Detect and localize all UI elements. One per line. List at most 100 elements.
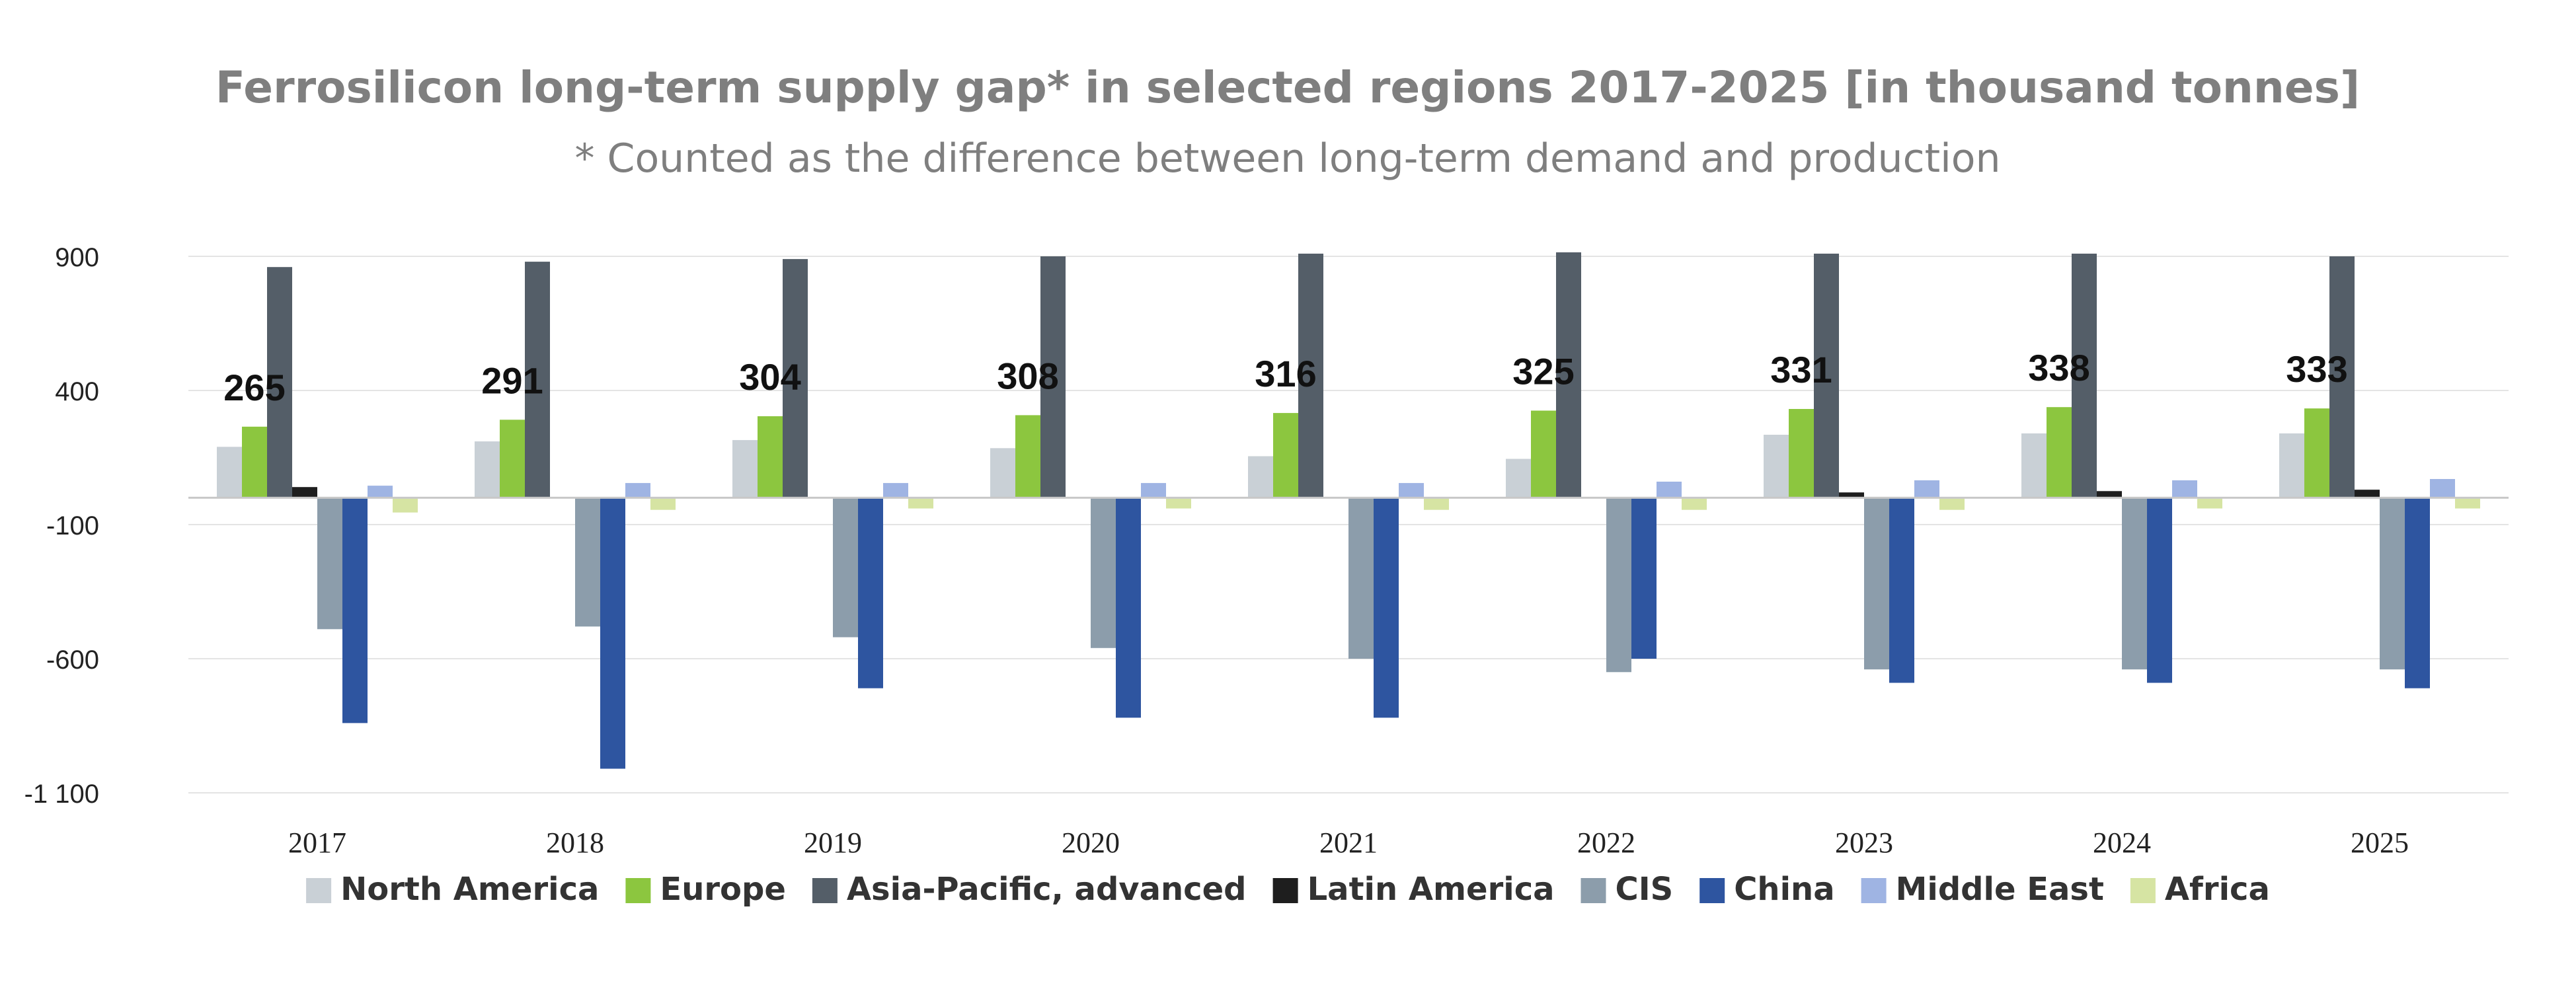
bar [2047,407,2072,498]
bar [1015,415,1040,498]
bar [2122,498,2147,670]
bar [1273,413,1298,498]
legend-item: Latin America [1272,871,1555,908]
bar [1141,483,1166,498]
bar [1506,459,1531,498]
bar [1374,498,1399,718]
x-tick-label: 2023 [1835,827,1893,859]
legend-item: Middle East [1861,871,2104,908]
bar [1556,252,1581,498]
series-china [342,498,2430,769]
bar [833,498,858,638]
bar [1682,498,1707,510]
legend-swatch [2130,878,2156,903]
bar [1657,482,1682,498]
x-tick-label: 2022 [1577,827,1635,859]
bar [475,441,500,498]
bar [500,420,525,498]
data-label: 308 [997,355,1058,396]
bar [600,498,625,769]
legend-label: Europe [660,871,786,908]
x-tick-label: 2024 [2093,827,2151,859]
bar [1116,498,1141,718]
legend-swatch [306,878,332,903]
y-tick-label: 400 [55,377,99,406]
x-tick-label: 2019 [804,827,862,859]
bar [1348,498,1374,659]
bar [1248,456,1273,498]
bar [1091,498,1116,648]
bar [2072,253,2097,498]
data-label: 333 [2286,348,2347,390]
legend-swatch [812,878,838,903]
bar [1531,410,1556,498]
legend-label: Middle East [1896,871,2104,908]
legend: North America Europe Asia-Pacific, advance… [306,871,2270,908]
bar [883,483,908,498]
chart-title: Ferrosilicon long-term supply gap* in se… [215,62,2360,113]
bar [2197,498,2222,509]
series-africa [393,498,2480,513]
data-label: 265 [223,367,285,408]
bar [2405,498,2430,688]
x-tick-label: 2025 [2351,827,2409,859]
legend-label: CIS [1616,871,1674,908]
legend-item: Europe [625,871,786,908]
bar [317,498,342,630]
data-label: 291 [481,359,543,401]
x-tick-label: 2017 [288,827,346,859]
bar [2172,480,2197,498]
series-asia-pacific-advanced [267,252,2355,498]
bar [732,440,758,498]
bar [1606,498,1631,673]
bar [1839,492,1864,498]
series-latin-america [292,487,2380,498]
legend-item: CIS [1581,871,1674,908]
bar [1939,498,1965,510]
y-tick-label: -1 100 [24,780,99,809]
bar [1631,498,1657,659]
y-tick-label: 900 [55,243,99,272]
y-tick-label: -600 [46,645,99,675]
bar [292,487,317,498]
legend-label: Latin America [1308,871,1555,908]
data-label: 338 [2028,347,2089,388]
bar [1399,483,1424,498]
data-label: 331 [1770,349,1832,390]
bar [575,498,600,627]
bar [1814,253,1839,498]
bar [758,416,783,498]
x-axis: 2017 2018 2019 2020 2021 2022 2023 2024 2025 [288,827,2409,859]
legend-label: China [1734,871,1834,908]
bar [858,498,883,688]
legend-swatch [1272,878,1298,903]
bar [2355,490,2380,498]
legend-item: North America [306,871,599,908]
series-europe [242,407,2329,498]
x-tick-label: 2021 [1319,827,1378,859]
x-tick-label: 2020 [1062,827,1120,859]
y-axis: 900 400 -100 -600 -1 100 [24,243,99,809]
legend-label: North America [340,871,599,908]
bar [1864,498,1889,670]
bar [1889,498,1914,683]
chart-subtitle: * Counted as the difference between long… [574,135,2000,182]
bar [1166,498,1191,509]
bar [650,498,676,510]
bar [1764,435,1789,498]
data-label: 316 [1255,353,1316,394]
legend-swatch [625,878,651,903]
data-label: 304 [739,356,800,398]
bar [2279,433,2304,498]
bar [2147,498,2172,683]
bar [267,267,292,498]
legend-item: China [1699,871,1835,908]
bars [217,252,2480,769]
bar [1040,256,1066,498]
series-cis [317,498,2405,673]
bar [2021,433,2047,498]
legend-item: Africa [2130,871,2270,908]
bar [2380,498,2405,670]
bar [908,498,933,509]
